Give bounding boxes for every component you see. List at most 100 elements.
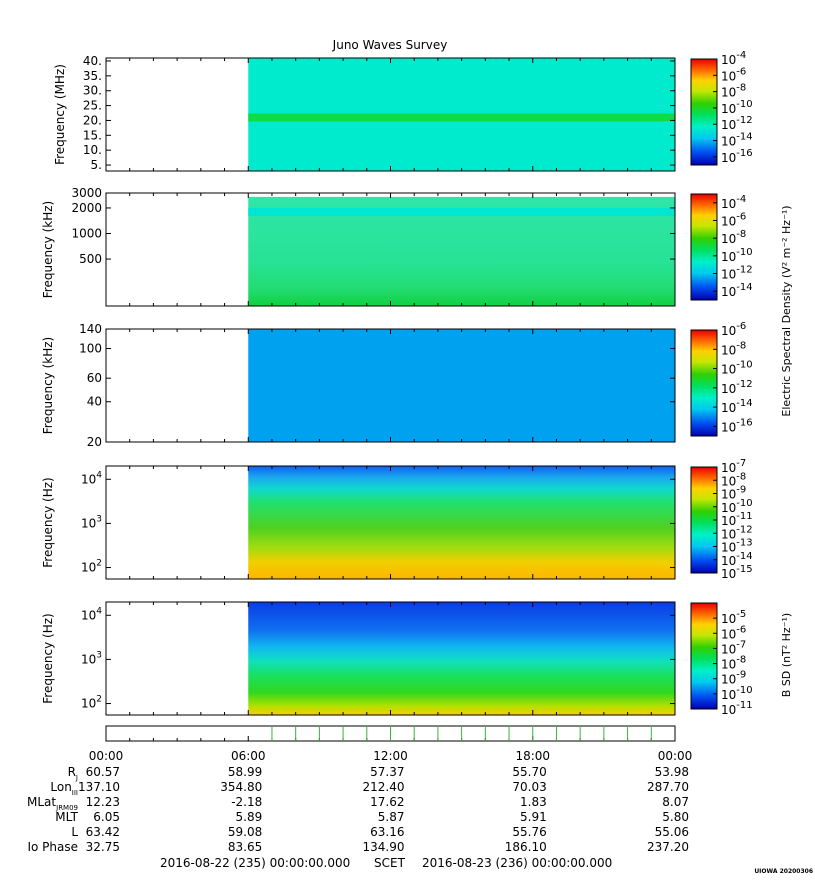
ephemeris-value: 6.05 bbox=[93, 810, 120, 824]
colorbar-tick-label: 10-14 bbox=[721, 282, 753, 299]
y-tick-label: 15. bbox=[83, 128, 102, 142]
colorbars: 10-410-610-810-1010-1210-1410-1610-410-6… bbox=[690, 50, 753, 717]
spectrogram-fill bbox=[248, 466, 675, 579]
ephemeris-value: 5.87 bbox=[378, 810, 405, 824]
ephemeris-value: 5.89 bbox=[236, 810, 263, 824]
colorbar-tick-label: 10-16 bbox=[721, 148, 753, 165]
colorbar-tick-label: 10-10 bbox=[721, 360, 753, 377]
ephemeris-value: 70.03 bbox=[512, 780, 546, 794]
time-tick-label: 00:00 bbox=[658, 749, 693, 763]
colorbar-tick-label: 10-8 bbox=[721, 229, 746, 246]
spectrogram-panels: 40.35.30.25.20.15.10.5. Frequency (MHz) 30… bbox=[41, 54, 676, 716]
ephemeris-label: L bbox=[71, 825, 78, 839]
y-tick-label: 30. bbox=[83, 84, 102, 98]
ephemeris-value: 55.76 bbox=[512, 825, 546, 839]
ephemeris-value: 59.08 bbox=[228, 825, 262, 839]
panel-frame bbox=[105, 192, 676, 307]
y-tick-label: 103 bbox=[81, 650, 102, 666]
spectrogram-fill bbox=[248, 329, 675, 442]
y-tick-label: 103 bbox=[81, 514, 102, 530]
panel-1: 40.35.30.25.20.15.10.5. Frequency (MHz) bbox=[53, 54, 676, 172]
y-tick-label: 5. bbox=[91, 158, 102, 172]
y-tick-label: 20. bbox=[83, 113, 102, 127]
y-axis-label: Frequency (Hz) bbox=[41, 613, 55, 704]
colorbar-tick-label: 10-10 bbox=[721, 99, 753, 116]
ephemeris-value: 137.10 bbox=[78, 780, 120, 794]
panel-4: 104 103 102 Frequency (Hz) bbox=[41, 465, 676, 580]
colorbar-tick-label: 10-5 bbox=[721, 609, 746, 626]
ephemeris-value: 57.37 bbox=[370, 765, 404, 779]
colorbar-label-magnetic: B SD (nT² Hz⁻¹) bbox=[780, 613, 793, 697]
ephemeris-value: 186.10 bbox=[505, 840, 547, 854]
y-axis-label: Frequency (MHz) bbox=[53, 64, 67, 165]
time-tick-label: 06:00 bbox=[231, 749, 266, 763]
y-tick-label: 3000 bbox=[71, 186, 102, 200]
ephemeris-value: 8.07 bbox=[662, 795, 689, 809]
y-axis-label: Frequency (kHz) bbox=[41, 337, 55, 434]
colorbar-tick-label: 10-8 bbox=[721, 83, 746, 100]
y-tick-label: 500 bbox=[79, 252, 102, 266]
ephemeris-value: 134.90 bbox=[363, 840, 405, 854]
colorbar-tick-label: 10-14 bbox=[721, 132, 753, 149]
colorbar-tick-label: 10-10 bbox=[721, 685, 753, 702]
footer-scet: SCET bbox=[374, 856, 406, 870]
y-axis-label: Frequency (kHz) bbox=[41, 201, 55, 298]
colorbar-tick-label: 10-11 bbox=[721, 700, 753, 717]
colorbar-tick-label: 10-11 bbox=[721, 511, 753, 528]
ephemeris-value: 55.06 bbox=[655, 825, 689, 839]
spectral-band-band bbox=[248, 207, 675, 216]
y-axis-label: Frequency (Hz) bbox=[41, 477, 55, 568]
colorbar-tick-label: 10-15 bbox=[721, 564, 753, 581]
panel-frame bbox=[105, 328, 676, 443]
spectrogram-fill bbox=[248, 602, 675, 715]
y-tick-label: 35. bbox=[83, 69, 102, 83]
ephemeris-value: 354.80 bbox=[220, 780, 262, 794]
colorbar-tick-label: 10-12 bbox=[721, 115, 753, 132]
ephemeris-label: LonIII bbox=[50, 780, 78, 797]
colorbar-tick-label: 10-9 bbox=[721, 670, 746, 687]
ephemeris-value: 53.98 bbox=[655, 765, 689, 779]
colorbar-tick-label: 10-4 bbox=[721, 194, 746, 211]
ephemeris-value: 12.23 bbox=[86, 795, 120, 809]
colorbar-label-electric: Electric Spectral Density (V² m⁻² Hz⁻¹) bbox=[780, 205, 793, 416]
spectral-band-band bbox=[248, 113, 675, 122]
colorbar-tick-label: 10-8 bbox=[721, 471, 746, 488]
colorbar-3: 10-6 10-8 10-10 10-12 10-14 10-16 bbox=[690, 321, 753, 437]
ephemeris-value: 63.42 bbox=[86, 825, 120, 839]
ephemeris-label: MLatJRM09 bbox=[27, 795, 78, 812]
colorbar-tick-label: 10-6 bbox=[721, 321, 746, 338]
colorbar-tick-label: 10-7 bbox=[721, 458, 746, 475]
ephemeris-value: 5.80 bbox=[662, 810, 689, 824]
colorbar-tick-label: 10-12 bbox=[721, 379, 753, 396]
colorbar-gradient bbox=[690, 329, 718, 437]
colorbar-tick-label: 10-4 bbox=[721, 50, 746, 67]
footer-end: 2016-08-23 (236) 00:00:00.000 bbox=[422, 856, 612, 870]
y-tick-label: 102 bbox=[81, 559, 102, 575]
ephemeris-value: 287.70 bbox=[647, 780, 689, 794]
y-tick-label: 1000 bbox=[71, 227, 102, 241]
y-tick-label: 20 bbox=[87, 435, 102, 449]
colorbar-tick-label: 10-8 bbox=[721, 340, 746, 357]
colorbar-tick-label: 10-16 bbox=[721, 417, 753, 434]
y-tick-label: 25. bbox=[83, 99, 102, 113]
ephemeris-value: 32.75 bbox=[86, 840, 120, 854]
ephemeris-value: 17.62 bbox=[370, 795, 404, 809]
ephemeris-table: RJ 60.57 58.99 57.37 55.70 53.98 LonIII 137.10 3… bbox=[27, 765, 689, 854]
ephemeris-label: MLT bbox=[55, 810, 78, 824]
colorbar-tick-label: 10-6 bbox=[721, 66, 746, 83]
version-stamp: UIOWA 20200306 bbox=[754, 868, 813, 875]
y-tick-label: 40 bbox=[87, 395, 102, 409]
time-tick-label: 00:00 bbox=[89, 749, 124, 763]
colorbar-tick-label: 10-6 bbox=[721, 624, 746, 641]
ephemeris-value: -2.18 bbox=[231, 795, 262, 809]
colorbar-tick-label: 10-8 bbox=[721, 655, 746, 672]
colorbar-tick-label: 10-10 bbox=[721, 498, 753, 515]
y-tick-label: 102 bbox=[81, 695, 102, 711]
colorbar-gradient bbox=[690, 193, 718, 301]
ephemeris-value: 63.16 bbox=[370, 825, 404, 839]
